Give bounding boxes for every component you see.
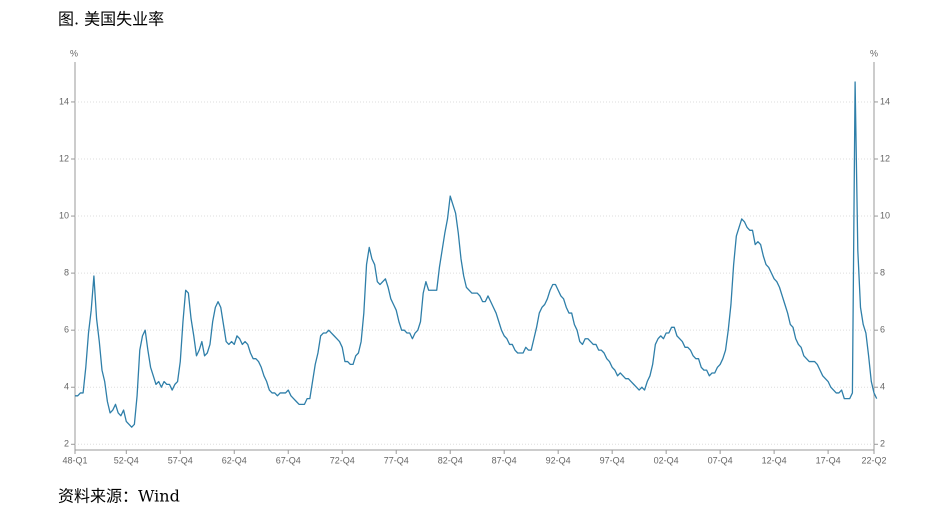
y2-unit: % — [870, 48, 878, 58]
y2-tick-label: 10 — [880, 210, 890, 220]
y2-tick-label: 14 — [880, 96, 890, 106]
y2-tick-label: 12 — [880, 153, 890, 163]
y-tick-label: 8 — [64, 267, 69, 277]
x-tick-label: 67-Q4 — [276, 455, 301, 465]
chart-title: 图. 美国失业率 — [58, 10, 164, 29]
y2-tick-label: 2 — [880, 439, 885, 449]
y-tick-label: 10 — [59, 210, 69, 220]
source-note: 资料来源：Wind — [58, 487, 180, 506]
y-tick-label: 6 — [64, 325, 69, 335]
x-tick-label: 22-Q2 — [861, 455, 886, 465]
y2-tick-label: 6 — [880, 325, 885, 335]
x-tick-label: 12-Q4 — [762, 455, 787, 465]
x-tick-label: 52-Q4 — [114, 455, 139, 465]
x-tick-label: 48-Q1 — [62, 455, 87, 465]
x-tick-label: 17-Q4 — [816, 455, 841, 465]
data-line — [75, 81, 878, 428]
x-tick-label: 97-Q4 — [600, 455, 625, 465]
x-tick-label: 82-Q4 — [438, 455, 463, 465]
y-tick-label: 4 — [64, 382, 69, 392]
y-tick-label: 12 — [59, 153, 69, 163]
y-tick-label: 2 — [64, 439, 69, 449]
y2-tick-label: 4 — [880, 382, 885, 392]
y-unit: % — [70, 48, 78, 58]
x-tick-label: 77-Q4 — [384, 455, 409, 465]
x-tick-label: 57-Q4 — [168, 455, 193, 465]
x-tick-label: 07-Q4 — [708, 455, 733, 465]
y-tick-label: 14 — [59, 96, 69, 106]
x-tick-label: 87-Q4 — [492, 455, 517, 465]
x-tick-label: 02-Q4 — [654, 455, 679, 465]
x-tick-label: 72-Q4 — [330, 455, 355, 465]
x-tick-label: 62-Q4 — [222, 455, 247, 465]
y2-tick-label: 8 — [880, 267, 885, 277]
x-tick-label: 92-Q4 — [546, 455, 571, 465]
